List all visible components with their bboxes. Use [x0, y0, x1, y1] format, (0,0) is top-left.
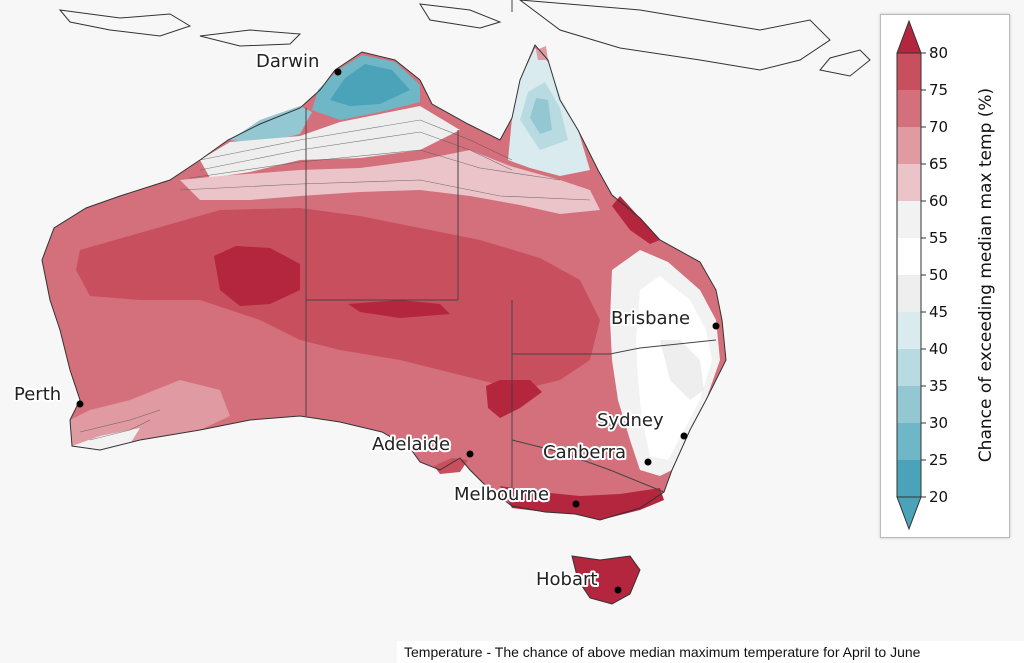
neighbouring-coastlines — [58, 0, 871, 77]
city-label: Canberra — [543, 442, 626, 463]
colorbar-tick-label: 80 — [929, 44, 948, 62]
city-hobart: Hobart — [534, 567, 622, 594]
colorbar-tick-label: 25 — [929, 451, 948, 469]
city-canberra: Canberra — [541, 440, 652, 466]
colorbar-legend: 80 75 70 65 60 55 50 45 40 35 30 25 20 Chance of exc… — [880, 14, 1010, 538]
city-dot — [572, 500, 580, 508]
colorbar-tick-label: 45 — [929, 303, 948, 321]
colorbar-title: Chance of exceeding median max temp (%) — [976, 88, 996, 462]
city-sydney: Sydney — [595, 408, 688, 440]
colorbar-tick-label: 35 — [929, 377, 948, 395]
colorbar-band — [897, 423, 921, 460]
city-perth: Perth — [12, 382, 84, 408]
city-label: Melbourne — [454, 484, 549, 505]
colorbar-band — [897, 127, 921, 164]
city-dot — [466, 450, 474, 458]
colorbar-bands — [897, 53, 921, 497]
city-label: Perth — [14, 384, 61, 405]
city-dot — [334, 68, 342, 76]
city-dot — [76, 400, 84, 408]
colorbar-bottom-arrow — [896, 496, 922, 531]
city-dot — [680, 432, 688, 440]
city-label: Adelaide — [372, 434, 450, 455]
city-label: Darwin — [256, 51, 319, 72]
colorbar-band — [897, 90, 921, 127]
colorbar-band — [897, 386, 921, 423]
tasmania — [571, 555, 641, 605]
colorbar-band — [897, 312, 921, 349]
colorbar-tick-label: 30 — [929, 414, 948, 432]
colorbar-tick-label: 20 — [929, 488, 948, 506]
colorbar-tick-label: 40 — [929, 340, 948, 358]
colorbar-tick-label: 75 — [929, 81, 948, 99]
colorbar-band — [897, 164, 921, 201]
colorbar-tick-label: 65 — [929, 155, 948, 173]
colorbar-tick-label: 60 — [929, 192, 948, 210]
city-label: Brisbane — [611, 308, 690, 329]
colorbar-band — [897, 201, 921, 238]
city-dot — [712, 322, 720, 330]
city-dot — [644, 458, 652, 466]
city-label: Sydney — [597, 410, 664, 431]
city-adelaide: Adelaide — [370, 432, 474, 458]
colorbar-band — [897, 275, 921, 312]
colorbar-tick-label: 70 — [929, 118, 948, 136]
cities: Darwin Perth Brisbane Sydney Canberra Ad… — [12, 49, 720, 594]
city-darwin: Darwin — [254, 49, 342, 76]
mainland — [41, 44, 727, 521]
city-dot — [614, 586, 622, 594]
colorbar-top-arrow — [896, 19, 922, 54]
state-borders — [305, 108, 717, 500]
colorbar-band — [897, 460, 921, 497]
city-melbourne: Melbourne — [452, 482, 580, 508]
colorbar-band — [897, 349, 921, 386]
colorbar-ticks: 80 75 70 65 60 55 50 45 40 35 30 25 20 — [921, 44, 948, 506]
colorbar-tick-label: 50 — [929, 266, 948, 284]
city-brisbane: Brisbane — [609, 306, 720, 331]
colorbar-band — [897, 53, 921, 90]
colorbar: 80 75 70 65 60 55 50 45 40 35 30 25 20 Chance of exc… — [896, 19, 996, 531]
city-label: Hobart — [536, 569, 597, 590]
colorbar-band — [897, 238, 921, 275]
map-caption: Temperature - The chance of above median… — [397, 641, 1024, 663]
colorbar-tick-label: 55 — [929, 229, 948, 247]
